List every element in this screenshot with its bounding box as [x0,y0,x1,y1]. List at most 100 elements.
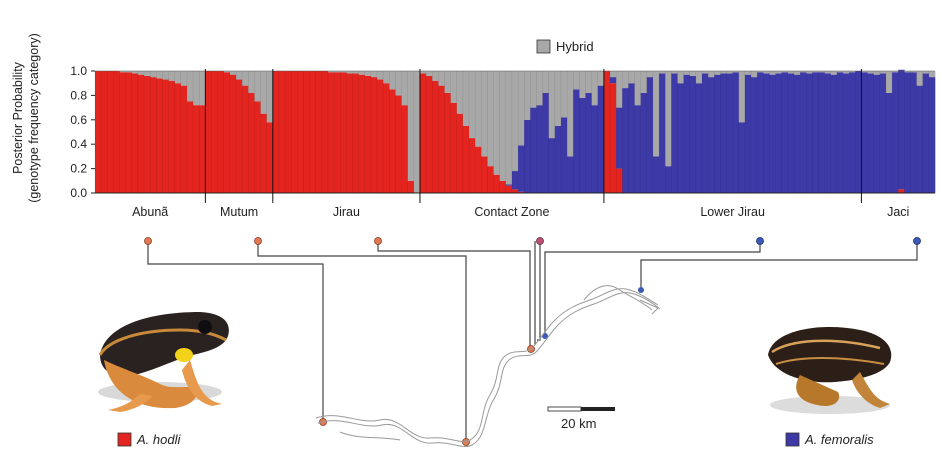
bar-segment-hybrid [254,71,260,102]
bar-segment-hybrid [886,71,892,93]
y-tick-label: 0.8 [70,88,87,102]
bar-segment-hybrid [500,71,506,181]
bar-segment-femoralis [579,98,585,193]
bar-segment-hodli [181,86,187,193]
bar-segment-hodli [169,81,175,193]
population-label: Abunã [132,205,168,219]
bar-segment-femoralis [518,145,524,191]
bar-segment-hodli [377,80,383,193]
bar-segment-hybrid [530,71,536,108]
bar-segment-hodli [236,80,242,193]
bar-segment-hodli [113,71,119,193]
bar-segment-femoralis [592,105,598,193]
bar-segment-femoralis [622,88,628,193]
bar-segment-hodli [408,181,414,193]
bar-segment-femoralis [555,126,561,193]
bar-segment-hybrid [549,71,555,138]
bar-segment-femoralis [861,72,867,193]
bar-segment-hybrid [622,71,628,88]
bar-segment-hybrid [751,71,757,77]
bar-segment-hybrid [156,71,162,78]
bar-segment-hodli [487,166,493,193]
bar-segment-hybrid [518,71,524,145]
bar-segment-hybrid [138,71,144,75]
bar-segment-femoralis [849,72,855,193]
bar-segment-hodli [101,71,107,193]
bar-segment-hodli [451,103,457,193]
bar-segment-hodli [303,71,309,193]
bar-segment-hodli [156,78,162,193]
bar-segment-femoralis [757,72,763,193]
bar-segment-hybrid [917,71,923,86]
bar-segment-hybrid [543,71,549,93]
bar-segment-femoralis [794,75,800,193]
bar-segment-hybrid [377,71,383,80]
bar-segment-hodli [469,138,475,193]
bar-segment-femoralis [567,156,573,193]
bar-segment-hybrid [727,71,733,73]
bar-segment-hybrid [720,71,726,73]
bar-segment-hybrid [524,71,530,120]
bar-segment-femoralis [923,73,929,193]
bar-segment-hodli [500,181,506,193]
bar-segment-hodli [444,93,450,193]
bar-segment-hodli [261,114,267,193]
bar-segment-femoralis [696,83,702,193]
bar-segment-hodli [389,89,395,193]
bar-segment-hodli [438,86,444,193]
bar-segment-hybrid [653,71,659,156]
bar-segment-hybrid [831,71,837,75]
bar-segment-hybrid [598,71,604,86]
bar-segment-femoralis [806,73,812,193]
bar-segment-femoralis [647,77,653,193]
bar-segment-hybrid [874,71,880,75]
y-tick-label: 1.0 [70,64,87,78]
bar-segment-hybrid [696,71,702,83]
bar-segment-hybrid [432,71,438,81]
bar-segment-hybrid [414,71,420,193]
bar-segment-hybrid [616,71,622,108]
bar-segment-hybrid [181,71,187,86]
bar-segment-hodli [285,71,291,193]
bar-segment-femoralis [610,77,616,83]
bar-segment-hybrid [408,71,414,181]
bar-segment-hodli [463,126,469,193]
bar-plot [95,70,935,193]
bar-segment-hodli [512,189,518,193]
bar-segment-hybrid [739,71,745,122]
y-tick-label: 0.0 [70,186,87,200]
bar-segment-hybrid [248,71,254,93]
bar-segment-hybrid [199,71,205,105]
bar-segment-hybrid [371,71,377,77]
bar-segment-hodli [340,72,346,193]
bar-segment-hodli [365,76,371,193]
bar-segment-hodli [126,72,132,193]
bar-segment-femoralis [616,108,622,169]
hodli-legend-label: A. hodli [136,432,181,447]
bar-segment-hodli [224,72,230,193]
hybrid-legend-swatch [537,40,550,53]
bar-segment-femoralis [598,86,604,193]
bar-segment-femoralis [782,72,788,193]
bar-segment-hodli [346,73,352,193]
bar-segment-hodli [162,80,168,193]
bar-segment-hodli [506,186,512,193]
population-label: Jaci [887,205,909,219]
bar-segment-hodli [316,71,322,193]
bar-segment-hybrid [708,71,714,77]
bar-segment-hodli [230,75,236,193]
bar-segment-hodli [457,114,463,193]
bar-segment-hodli [481,156,487,193]
bar-segment-hodli [610,83,616,193]
frog-femoralis-image [768,327,891,414]
bar-segment-hodli [107,71,113,193]
bar-segment-femoralis [702,73,708,193]
bar-segment-femoralis [714,75,720,193]
bar-segment-femoralis [586,93,592,193]
bar-segment-femoralis [880,73,886,193]
bar-segment-hybrid [494,71,500,175]
bar-segment-hybrid [512,71,518,171]
bar-segment-hodli [432,81,438,193]
bar-segment-hodli [138,75,144,193]
bar-segment-hybrid [169,71,175,81]
